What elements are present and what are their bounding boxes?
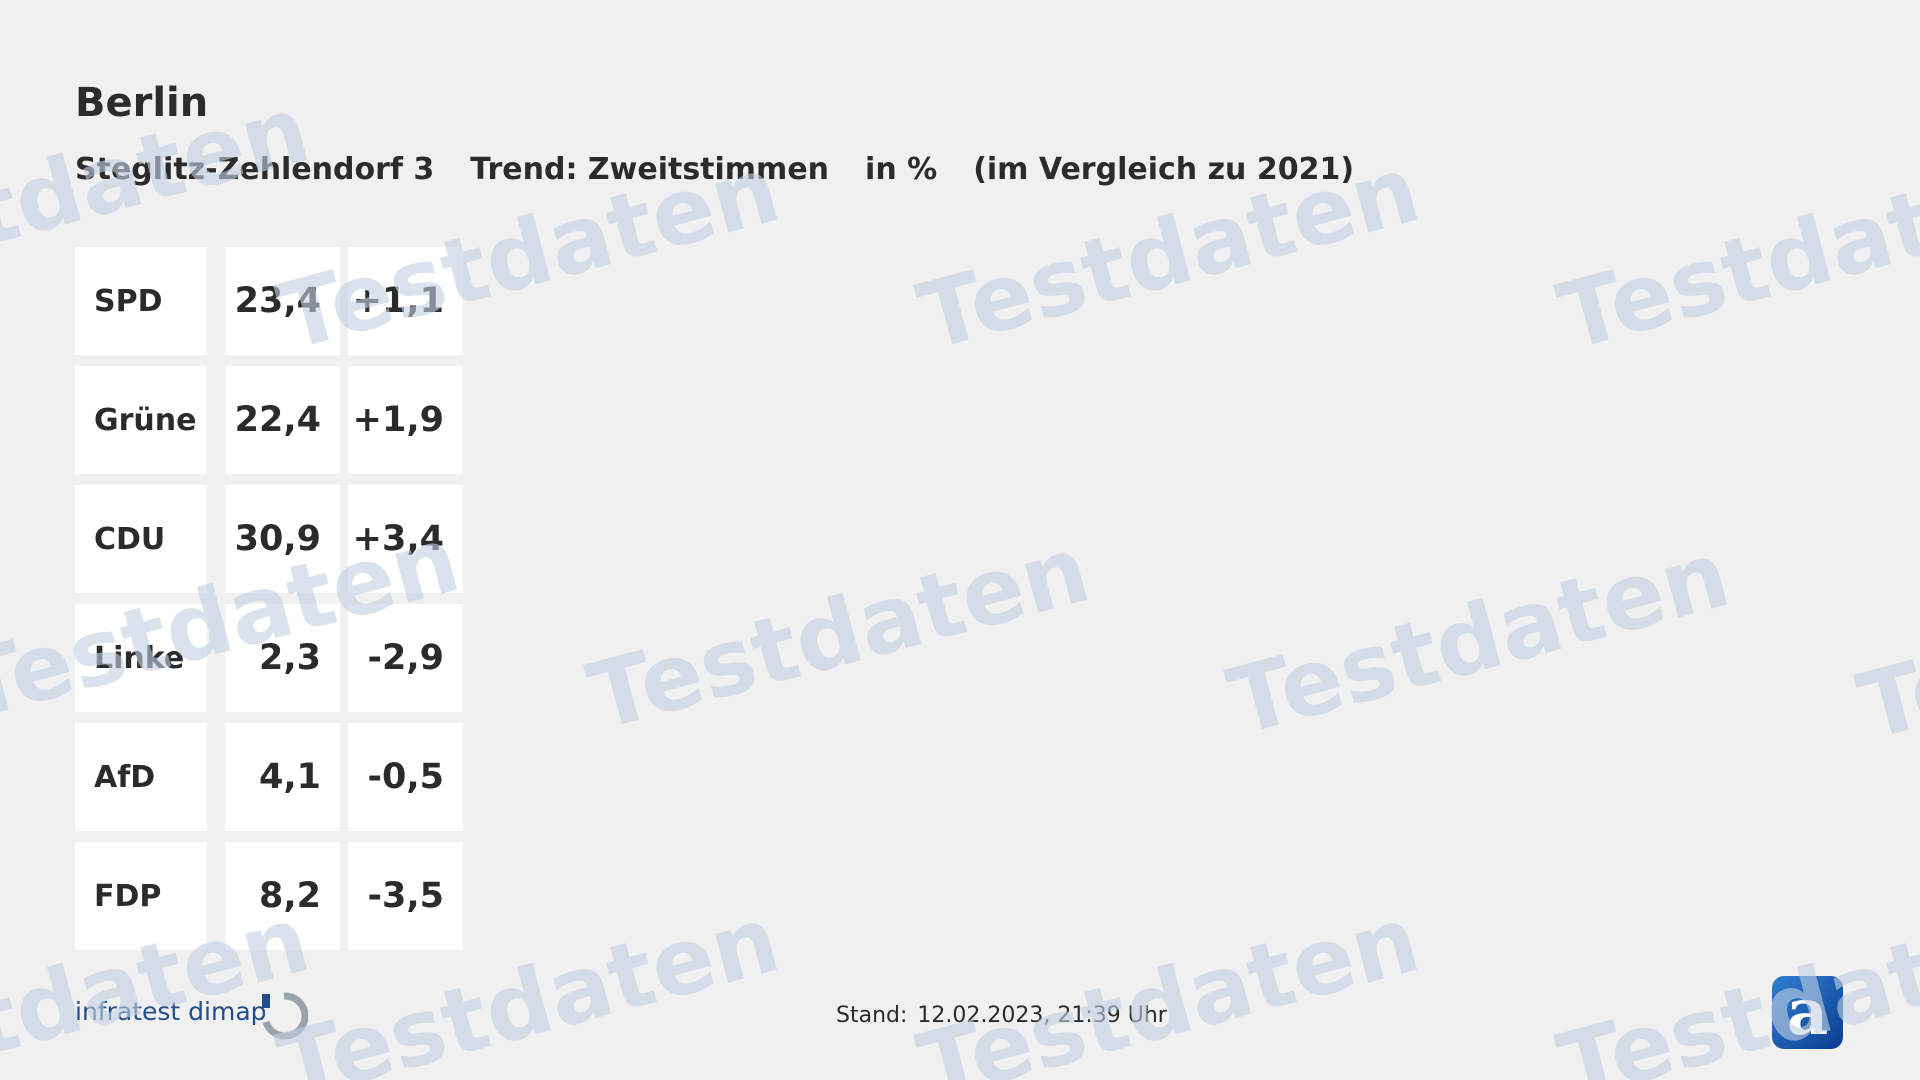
title: Berlin xyxy=(75,80,209,126)
party-name: Grüne xyxy=(75,366,207,474)
share: 22,4 xyxy=(225,366,340,474)
stand-label: Stand: xyxy=(836,1003,908,1028)
change: -0,5 xyxy=(348,723,463,831)
share: 4,1 xyxy=(225,723,340,831)
source: infratest dimap xyxy=(75,997,267,1026)
change: +1,9 xyxy=(348,366,463,474)
watermark: Testdaten xyxy=(1548,136,1920,372)
timestamp: Stand: 12.02.2023, 21:39 Uhr xyxy=(836,1003,1177,1028)
share: 8,2 xyxy=(225,842,340,950)
subtitle: Steglitz-Zehlendorf 3 Trend: Zweitstimmen… xyxy=(75,152,1390,187)
watermark: Testdaten xyxy=(1848,526,1920,762)
share: 23,4 xyxy=(225,247,340,355)
change: -2,9 xyxy=(348,604,463,712)
party-name: SPD xyxy=(75,247,207,355)
change: +3,4 xyxy=(348,485,463,593)
watermark: Testdaten xyxy=(578,516,1100,752)
comparison: (im Vergleich zu 2021) xyxy=(973,152,1355,187)
stand-value: 12.02.2023, 21:39 Uhr xyxy=(917,1003,1167,1028)
share: 30,9 xyxy=(225,485,340,593)
district: Steglitz-Zehlendorf 3 xyxy=(75,152,435,187)
watermark: Testdaten xyxy=(908,886,1430,1080)
trend: Trend: Zweitstimmen xyxy=(470,152,830,187)
share: 2,3 xyxy=(225,604,340,712)
change: +1,1 xyxy=(348,247,463,355)
watermark: Testdaten xyxy=(1218,521,1740,757)
source-icon xyxy=(262,992,308,1040)
party-name: CDU xyxy=(75,485,207,593)
change: -3,5 xyxy=(348,842,463,950)
unit: in % xyxy=(865,152,938,187)
party-name: AfD xyxy=(75,723,207,831)
logo: a xyxy=(1772,975,1843,1050)
party-name: FDP xyxy=(75,842,207,950)
party-name: Linke xyxy=(75,604,207,712)
watermark: Testdaten xyxy=(268,886,790,1080)
watermark: Testdaten xyxy=(1548,886,1920,1080)
